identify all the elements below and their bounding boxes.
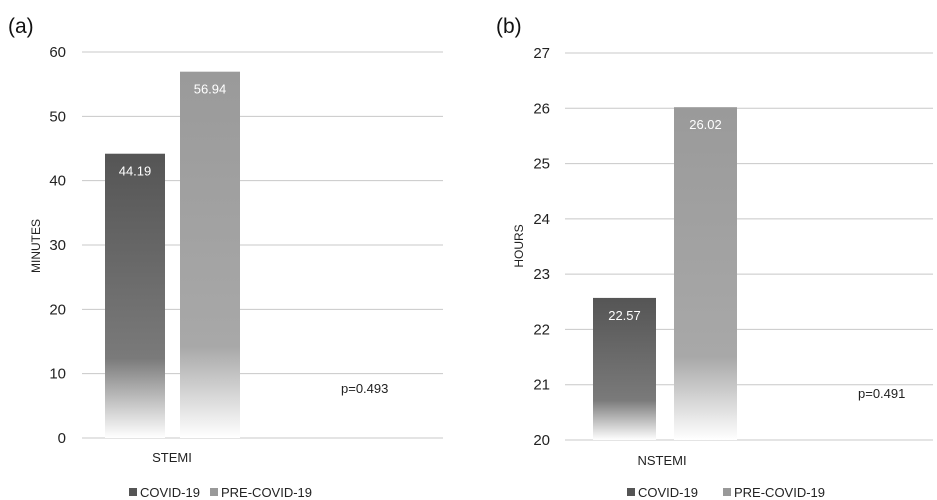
bar-covid-b — [593, 297, 656, 440]
bar-precovid-a — [180, 71, 240, 438]
legend-b: COVID-19 PRE-COVID-19 — [627, 485, 825, 500]
legend-label-precovid-a: PRE-COVID-19 — [221, 485, 312, 500]
y-tick-label-b-21: 21 — [533, 377, 550, 394]
p-value-a: p=0.493 — [341, 381, 388, 396]
y-tick-label-b-22: 22 — [533, 321, 550, 338]
data-label-covid-a: 44.19 — [119, 164, 152, 179]
y-tick-label-a-0: 0 — [58, 430, 66, 447]
y-axis-label-b: HOURS — [512, 224, 526, 267]
y-tick-label-a-20: 20 — [49, 301, 66, 318]
gridlines-b — [565, 52, 933, 441]
bars-b: 22.57 26.02 — [593, 107, 737, 441]
legend-label-precovid-b: PRE-COVID-19 — [734, 485, 825, 500]
y-tick-label-a-60: 60 — [49, 44, 66, 61]
y-tick-label-b-26: 26 — [533, 100, 550, 117]
y-tick-label-a-40: 40 — [49, 173, 66, 190]
y-tick-label-b-20: 20 — [533, 432, 550, 449]
legend-a: COVID-19 PRE-COVID-19 — [129, 485, 312, 500]
panel-label-b: (b) — [496, 15, 522, 38]
legend-label-covid-a: COVID-19 — [140, 485, 200, 500]
p-value-b: p=0.491 — [858, 386, 905, 401]
legend-swatch-covid-b — [627, 488, 635, 496]
category-label-a: STEMI — [152, 450, 192, 465]
y-ticks-a: 0 10 20 30 40 50 60 — [49, 44, 66, 447]
legend-swatch-covid-a — [129, 488, 137, 496]
legend-swatch-precovid-a — [210, 488, 218, 496]
chart-panel-b: (b) 20 21 22 23 24 25 26 27 HOURS 22.57 26.02 NS… — [496, 15, 933, 500]
bar-precovid-b — [674, 107, 737, 441]
data-label-precovid-b: 26.02 — [689, 117, 722, 132]
chart-panel-a: (a) 0 10 20 30 40 50 60 MINUTES 44.19 56.94 STE… — [8, 15, 443, 500]
y-tick-label-a-10: 10 — [49, 366, 66, 383]
bar-covid-a — [105, 153, 165, 438]
data-label-precovid-a: 56.94 — [194, 82, 227, 97]
data-label-covid-b: 22.57 — [608, 308, 641, 323]
y-tick-label-b-25: 25 — [533, 156, 550, 173]
y-tick-label-a-30: 30 — [49, 237, 66, 254]
bars-a: 44.19 56.94 — [105, 71, 240, 438]
legend-label-covid-b: COVID-19 — [638, 485, 698, 500]
y-axis-label-a: MINUTES — [29, 219, 43, 273]
y-tick-label-b-24: 24 — [533, 211, 550, 228]
y-tick-label-b-27: 27 — [533, 45, 550, 62]
y-ticks-b: 20 21 22 23 24 25 26 27 — [533, 45, 550, 449]
y-tick-label-b-23: 23 — [533, 266, 550, 283]
category-label-b: NSTEMI — [637, 453, 686, 468]
legend-swatch-precovid-b — [723, 488, 731, 496]
y-tick-label-a-50: 50 — [49, 108, 66, 125]
panel-label-a: (a) — [8, 15, 34, 38]
